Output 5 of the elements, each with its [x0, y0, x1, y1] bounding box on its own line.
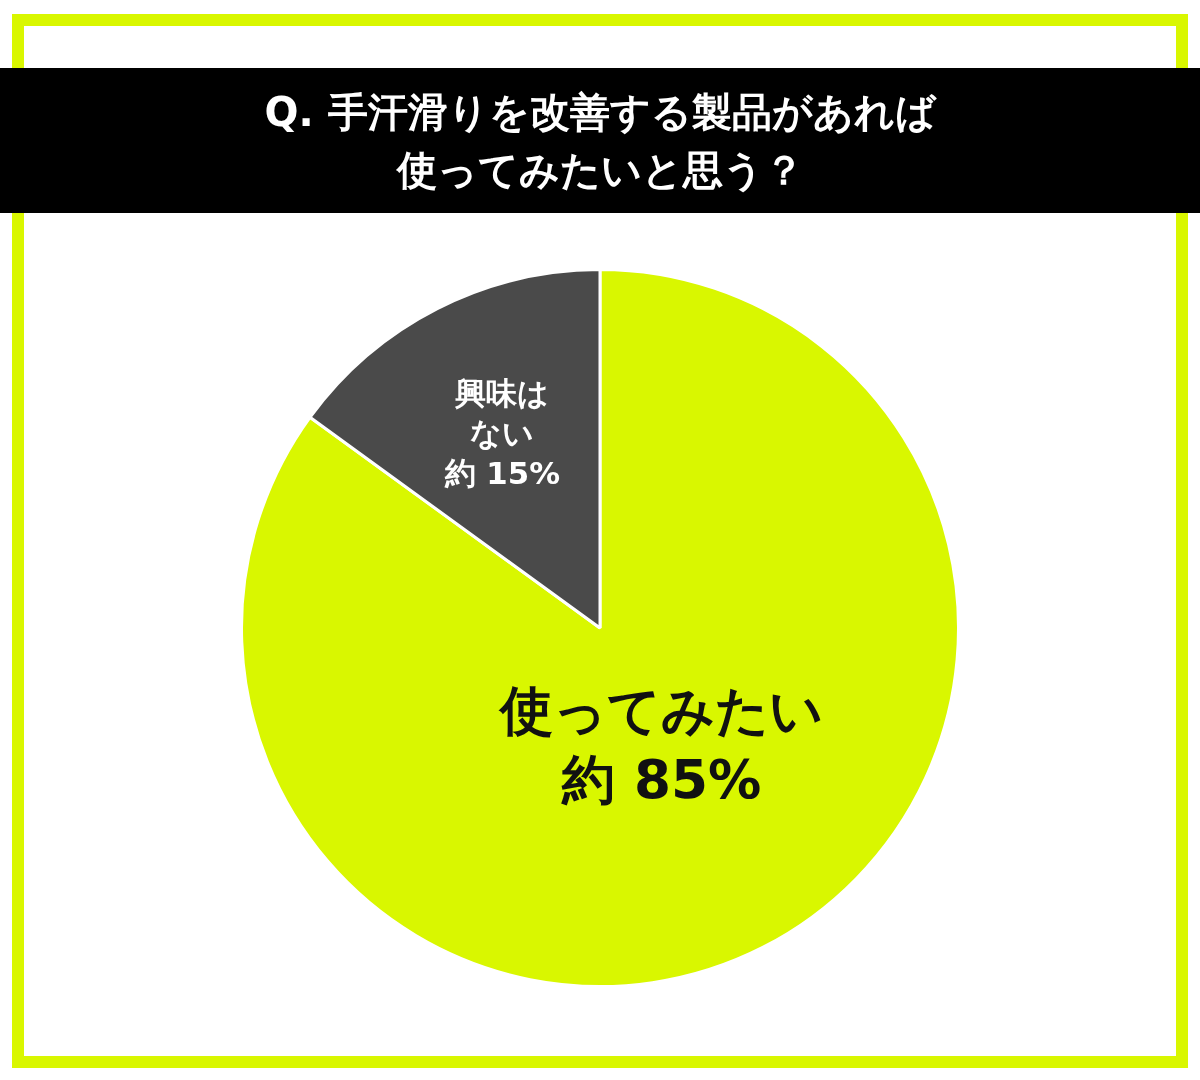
slice-label: 使ってみたい — [498, 679, 824, 742]
slice-label: 興味はない — [454, 375, 550, 452]
chart-title: Q. 手汗滑りを改善する製品があれば使ってみたいと思う？ — [263, 87, 938, 195]
data-label: 約 85% — [561, 748, 762, 811]
data-label: 約 15% — [443, 455, 561, 492]
